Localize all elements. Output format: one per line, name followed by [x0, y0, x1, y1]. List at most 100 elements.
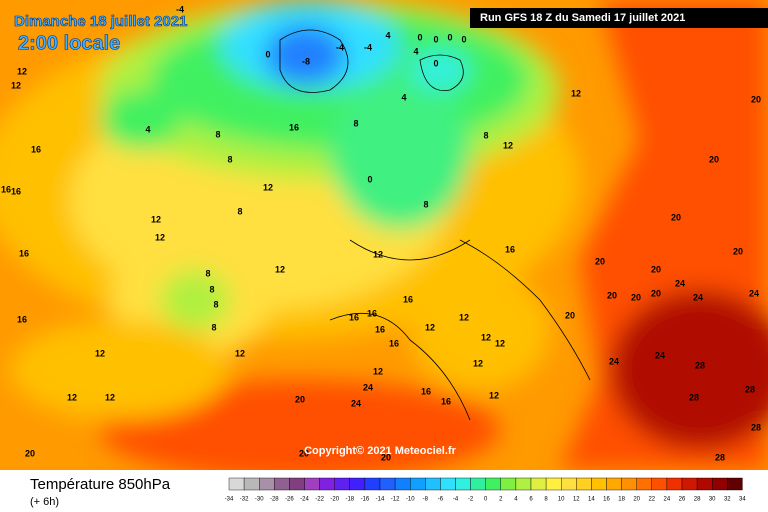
- contour-label: 24: [609, 356, 619, 366]
- contour-label: 20: [651, 264, 661, 274]
- legend-tick: -4: [453, 497, 459, 503]
- contour-label: 16: [11, 186, 21, 196]
- legend-tick: -28: [270, 497, 279, 503]
- legend-swatch: [334, 477, 351, 491]
- legend-swatch: [696, 477, 713, 491]
- contour-label: 28: [715, 452, 725, 462]
- legend-swatch: [410, 477, 426, 491]
- contour-label: 20: [607, 290, 617, 300]
- contour-label: 16: [349, 312, 359, 322]
- contour-label: 20: [671, 212, 681, 222]
- legend-tick: -10: [406, 497, 415, 503]
- legend-tick: -12: [391, 497, 400, 503]
- contour-label: 16: [389, 338, 399, 348]
- contour-label: 20: [709, 154, 719, 164]
- legend-swatch: [289, 477, 305, 491]
- legend-swatch: [591, 477, 607, 491]
- legend-swatch: [545, 477, 562, 491]
- contour-label: 20: [381, 452, 391, 462]
- legend-tick: -18: [345, 497, 354, 503]
- contour-label: 20: [651, 288, 661, 298]
- legend-swatch: [243, 477, 260, 491]
- legend-swatch: [394, 477, 411, 491]
- contour-label: 28: [689, 392, 699, 402]
- legend-tick: 32: [724, 497, 731, 503]
- contour-label: 12: [17, 66, 27, 76]
- legend-swatch: [712, 477, 728, 491]
- legend-swatch: [515, 477, 532, 491]
- legend-tick: 22: [648, 497, 655, 503]
- contour-label: 12: [105, 392, 115, 402]
- legend-swatch: [576, 477, 592, 491]
- contour-label: 8: [215, 129, 220, 139]
- contour-label: 16: [375, 324, 385, 334]
- contour-label: 0: [433, 58, 438, 68]
- legend-tick: 10: [558, 497, 565, 503]
- contour-label: 12: [495, 338, 505, 348]
- legend-swatch: [274, 477, 290, 491]
- legend-swatch: [304, 477, 320, 491]
- legend-swatch: [666, 477, 683, 491]
- time: 2:00 locale: [18, 32, 120, 54]
- legend-tick: -22: [315, 497, 324, 503]
- legend-tick: 0: [484, 497, 488, 503]
- contour-label: 12: [571, 88, 581, 98]
- contour-label: 20: [25, 448, 35, 458]
- legend-tick: 20: [633, 497, 640, 503]
- run: Run GFS 18 Z du Samedi 17 juillet 2021: [480, 12, 685, 24]
- legend-swatch: [349, 477, 366, 491]
- contour-label: 16: [1, 184, 11, 194]
- contour-label: 16: [19, 248, 29, 258]
- contour-label: -4: [336, 42, 344, 52]
- legend-swatch: [485, 477, 502, 491]
- legend-swatch: [606, 477, 622, 491]
- contour-label: 0: [265, 49, 270, 59]
- contour-label: 16: [17, 314, 27, 324]
- contour-label: 12: [67, 392, 77, 402]
- contour-label: 24: [363, 382, 373, 392]
- legend-tick: 12: [573, 497, 580, 503]
- legend-swatch: [364, 477, 381, 491]
- contour-label: 28: [745, 384, 755, 394]
- contour-label: 8: [227, 154, 232, 164]
- legend-swatch: [636, 477, 653, 491]
- copyright: Copyright© 2021 Meteociel.fr: [304, 445, 456, 457]
- contour-label: 20: [733, 246, 743, 256]
- contour-label: 12: [459, 312, 469, 322]
- legend-swatch: [561, 477, 577, 491]
- contour-label: 24: [655, 350, 665, 360]
- contour-label: 20: [595, 256, 605, 266]
- legend-swatch: [259, 477, 275, 491]
- legend-tick: 26: [679, 497, 686, 503]
- contour-label: 16: [289, 122, 299, 132]
- contour-label: -4: [364, 42, 372, 52]
- run-box: [470, 8, 768, 28]
- contour-label: 16: [441, 396, 451, 406]
- contour-label: 20: [299, 448, 309, 458]
- legend-swatch: [379, 477, 396, 491]
- contour-label: 0: [433, 34, 438, 44]
- contour-label: 0: [417, 32, 422, 42]
- contour-label: 0: [461, 34, 466, 44]
- contour-label: 12: [373, 249, 383, 259]
- contour-label: 28: [751, 422, 761, 432]
- legend-tick: 14: [588, 497, 595, 503]
- legend-tick: -2: [468, 497, 474, 503]
- legend-tick: 18: [618, 497, 625, 503]
- contour-label: 12: [151, 214, 161, 224]
- contour-label: 16: [421, 386, 431, 396]
- legend-swatch: [319, 477, 335, 491]
- legend-tick: -6: [438, 497, 444, 503]
- legend-tick: 30: [709, 497, 716, 503]
- contour-label: 24: [351, 398, 361, 408]
- contour-label: 12: [263, 182, 273, 192]
- lead: (+ 6h): [30, 496, 59, 508]
- legend-tick: -16: [361, 497, 370, 503]
- contour-label: 16: [31, 144, 41, 154]
- contour-label: 4: [413, 46, 418, 56]
- legend-tick: 24: [664, 497, 671, 503]
- legend-tick: 8: [544, 497, 548, 503]
- contour-label: 12: [473, 358, 483, 368]
- contour-label: 8: [237, 206, 242, 216]
